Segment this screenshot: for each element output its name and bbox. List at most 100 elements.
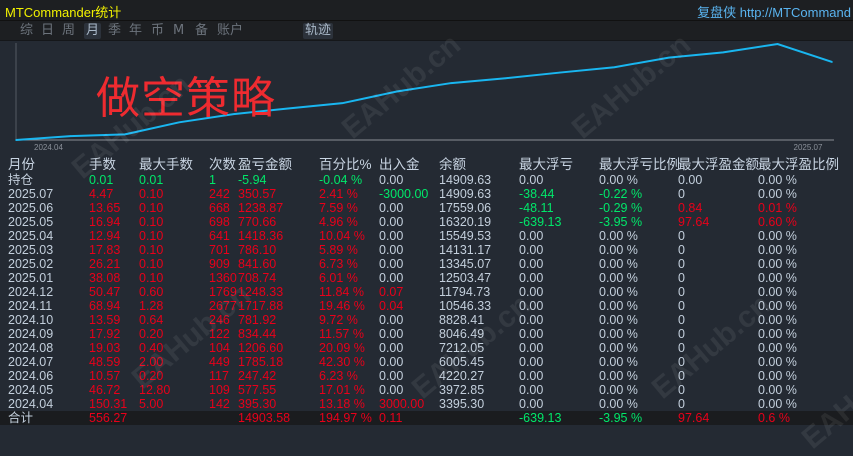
table-row: 2024.04 150.31 5.00 142 395.30 13.18 % 3000.00…: [0, 397, 853, 411]
table-cell: 142: [209, 397, 230, 411]
column-header[interactable]: 最大浮盈金额: [678, 157, 759, 172]
column-header[interactable]: 百分比%: [319, 157, 372, 172]
column-header[interactable]: 最大浮亏: [519, 157, 573, 172]
table-cell: 698: [209, 215, 230, 229]
column-header[interactable]: 出入金: [379, 157, 420, 172]
table-cell: 0.10: [139, 257, 164, 271]
table-row: 2025.01 38.08 0.10 1360 708.74 6.01 % 0.00 1250…: [0, 271, 853, 285]
table-cell: 0.10: [139, 271, 164, 285]
equity-point: [668, 56, 670, 59]
tab-3[interactable]: 月: [84, 23, 102, 39]
table-cell: 14903.58: [238, 411, 291, 425]
brand-link[interactable]: 复盘侠 http://MTCommand: [697, 5, 851, 20]
table-cell: 0.00 %: [758, 243, 797, 257]
table-cell: 2024.07: [8, 355, 54, 369]
table-cell: 0.00: [379, 243, 404, 257]
table-cell: 0.00: [379, 229, 404, 243]
table-cell: 16320.19: [439, 215, 492, 229]
table-cell: 834.44: [238, 327, 277, 341]
table-cell: 0.04: [379, 299, 404, 313]
table-row: 2025.03 17.83 0.10 701 786.10 5.89 % 0.00 14131…: [0, 243, 853, 257]
table-row: 2024.09 17.92 0.20 122 834.44 11.57 % 0.00 8046…: [0, 327, 853, 341]
equity-point: [232, 113, 235, 115]
table-cell: 122: [209, 327, 230, 341]
column-header[interactable]: 余额: [439, 157, 466, 172]
table-cell: 0.00 %: [599, 271, 638, 285]
table-cell: 42.30 %: [319, 355, 365, 369]
tab-5[interactable]: 年: [129, 23, 143, 38]
table-cell: 242: [209, 187, 230, 201]
table-cell: 2025.04: [8, 229, 54, 243]
table-cell: 50.47: [89, 285, 121, 299]
equity-point: [776, 43, 779, 45]
table-cell: 17.92: [89, 327, 121, 341]
tab-9[interactable]: 账户: [217, 23, 244, 38]
equity-point: [69, 135, 72, 137]
table-cell: 14131.17: [439, 243, 492, 257]
table-cell: 701: [209, 243, 230, 257]
table-cell: 104: [209, 341, 230, 355]
total-row: 合计 556.27 14903.58 194.97 % 0.11 -639.13 -3.95…: [0, 411, 853, 425]
table-cell: 0.00: [678, 173, 703, 187]
table-cell: 0.00 %: [758, 173, 797, 187]
table-row: 2024.11 68.94 1.28 2677 1717.88 19.46 % 0.04 10…: [0, 299, 853, 313]
table-cell: 0.00: [519, 229, 544, 243]
table-cell: 0.00: [519, 257, 544, 271]
table-cell: 0.00: [379, 271, 404, 285]
table-cell: 556.27: [89, 411, 128, 425]
table-cell: 0.00 %: [758, 271, 797, 285]
table-cell: 0.00: [379, 369, 404, 383]
tab-8[interactable]: 备: [195, 23, 209, 38]
table-cell: 11.84 %: [319, 285, 364, 299]
table-cell: -48.11: [519, 201, 554, 215]
table-cell: 16.94: [89, 215, 121, 229]
table-row: 2024.10 13.59 0.64 246 781.92 9.72 % 0.00 8828.…: [0, 313, 853, 327]
table-cell: 0.00: [379, 341, 404, 355]
column-header[interactable]: 手数: [89, 157, 116, 172]
table-row: 2024.08 19.03 0.40 104 1206.60 20.09 % 0.00 721…: [0, 341, 853, 355]
table-cell: 770.66: [238, 215, 277, 229]
table-cell: 0.00: [519, 355, 544, 369]
table-cell: 246: [209, 313, 230, 327]
column-header[interactable]: 次数: [209, 157, 236, 172]
table-row: 2024.07 48.59 2.00 449 1785.18 42.30 % 0.00 600…: [0, 355, 853, 369]
table-cell: 0.00 %: [758, 369, 797, 383]
tab-7[interactable]: M: [173, 23, 185, 38]
table-cell: 2677: [209, 299, 237, 313]
equity-point: [450, 82, 453, 84]
tab-4[interactable]: 季: [108, 23, 122, 38]
table-cell: 0.01 %: [758, 201, 797, 215]
table-cell: 668: [209, 201, 230, 215]
table-cell: 0.00: [519, 369, 544, 383]
table-cell: 0.00 %: [599, 327, 638, 341]
tab-1[interactable]: 日: [41, 23, 55, 38]
table-cell: 26.21: [89, 257, 121, 271]
table-cell: 13.59: [89, 313, 121, 327]
table-cell: 0: [678, 369, 685, 383]
table-cell: 0.00: [519, 341, 544, 355]
column-header[interactable]: 月份: [8, 157, 35, 172]
column-header[interactable]: 最大浮亏比例: [599, 157, 680, 172]
table-cell: 0.00 %: [758, 299, 797, 313]
table-cell: 0.01: [89, 173, 114, 187]
table-cell: 0.00: [519, 313, 544, 327]
tab-6[interactable]: 币: [151, 23, 165, 38]
column-header[interactable]: 盈亏金额: [238, 157, 292, 172]
table-cell: 14909.63: [439, 173, 492, 187]
table-cell: 2024.06: [8, 369, 54, 383]
tab-0[interactable]: 综: [20, 23, 34, 38]
column-header[interactable]: 最大手数: [139, 157, 193, 172]
table-cell: 17559.06: [439, 201, 492, 215]
table-cell: 247.42: [238, 369, 277, 383]
table-cell: 0.00 %: [758, 257, 797, 271]
table-row: 2025.02 26.21 0.10 909 841.60 6.73 % 0.00 13345…: [0, 257, 853, 271]
table-cell: 6.01 %: [319, 271, 358, 285]
equity-point: [15, 139, 17, 141]
table-cell: 3972.85: [439, 383, 485, 397]
table-cell: 2025.01: [8, 271, 54, 285]
tab-bar: 综日周月季年币 M 备账户 轨迹: [0, 21, 853, 41]
column-header[interactable]: 最大浮盈比例: [758, 157, 839, 172]
tab-2[interactable]: 周: [62, 23, 76, 38]
table-header: 月份 手数 最大手数 次数 盈亏金额 百分比% 出入金 余额 最大浮亏 最大浮亏比例 最大浮盈金额最…: [0, 156, 853, 173]
tab-trace[interactable]: 轨迹: [303, 23, 334, 39]
